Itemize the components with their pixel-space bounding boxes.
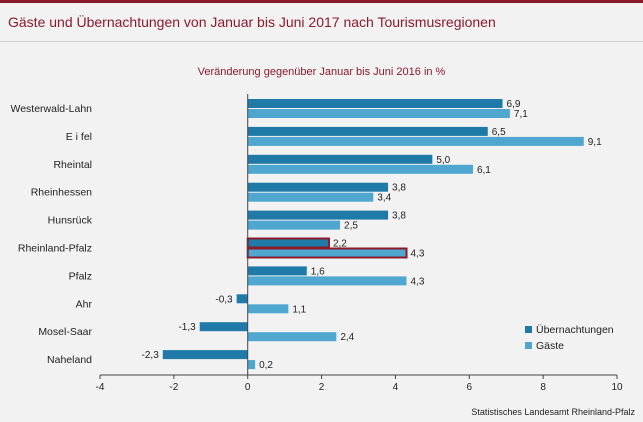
- x-tick-label-neg4: -4: [96, 382, 105, 393]
- category-label-naheland: Naheland: [47, 354, 92, 366]
- bar-mosel-saar-uebernachtungen: [199, 322, 248, 332]
- bar-ahr-uebernachtungen: [236, 294, 248, 304]
- category-label-rheinland-pfalz: Rheinland-Pfalz: [18, 242, 92, 254]
- chart-title: Gäste und Übernachtungen von Januar bis …: [8, 14, 496, 30]
- data-label-pfalz-gaeste: 4,3: [411, 276, 425, 287]
- x-tick-label-10: 10: [611, 382, 623, 393]
- bar-eifel-uebernachtungen: [247, 126, 488, 136]
- source-note: Statistisches Landesamt Rheinland-Pfalz: [471, 407, 635, 417]
- data-label-naheland-gaeste: 0,2: [259, 360, 273, 371]
- legend-label-gaeste: Gäste: [536, 340, 564, 352]
- legend-swatch-gaeste: [525, 342, 532, 349]
- data-label-naheland-uebernachtungen: -2,3: [142, 350, 160, 361]
- data-label-rheinhessen-gaeste: 3,4: [377, 193, 391, 204]
- bar-eifel-gaeste: [247, 136, 584, 146]
- x-tick-label-0: 0: [245, 382, 251, 393]
- bar-pfalz-gaeste: [247, 276, 407, 286]
- data-label-westerwald-lahn-gaeste: 7,1: [514, 109, 528, 120]
- legend-label-uebernachtungen: Übernachtungen: [536, 324, 614, 336]
- category-label-ahr: Ahr: [76, 298, 93, 310]
- bar-rheintal-uebernachtungen: [247, 154, 433, 164]
- bar-westerwald-lahn-uebernachtungen: [247, 99, 503, 108]
- title-divider: [0, 41, 643, 42]
- x-tick-label-4: 4: [393, 382, 399, 393]
- category-label-eifel: E i fel: [66, 131, 92, 143]
- data-label-rheinland-pfalz-uebernachtungen: 2,2: [333, 239, 347, 250]
- bar-rheinland-pfalz-gaeste: [247, 248, 407, 258]
- bar-rheintal-gaeste: [247, 164, 473, 174]
- legend-swatch-uebernachtungen: [525, 326, 532, 333]
- data-label-hunsrück-uebernachtungen: 3,8: [392, 211, 406, 222]
- bar-rheinland-pfalz-uebernachtungen: [247, 238, 329, 248]
- data-label-eifel-gaeste: 9,1: [588, 137, 602, 148]
- bar-mosel-saar-gaeste: [247, 332, 337, 342]
- data-label-rheinland-pfalz-gaeste: 4,3: [411, 249, 425, 260]
- data-label-ahr-uebernachtungen: -0,3: [215, 294, 233, 305]
- bar-westerwald-lahn-gaeste: [247, 109, 510, 118]
- data-label-hunsrück-gaeste: 2,5: [344, 221, 358, 232]
- category-label-rheintal: Rheintal: [53, 159, 92, 171]
- x-tick-label-2: 2: [319, 382, 325, 393]
- data-label-eifel-uebernachtungen: 6,5: [492, 127, 506, 138]
- bar-naheland-gaeste: [247, 360, 256, 370]
- chart-subtitle: Veränderung gegenüber Januar bis Juni 20…: [197, 66, 446, 78]
- data-label-rheintal-gaeste: 6,1: [477, 165, 491, 176]
- bar-pfalz-uebernachtungen: [247, 266, 307, 276]
- x-tick-label-6: 6: [467, 382, 473, 393]
- data-label-mosel-saar-uebernachtungen: -1,3: [178, 322, 196, 333]
- bar-hunsrück-uebernachtungen: [247, 210, 389, 220]
- bar-rheinhessen-gaeste: [247, 192, 374, 202]
- category-label-mosel-saar: Mosel-Saar: [38, 326, 92, 338]
- category-label-pfalz: Pfalz: [69, 270, 92, 282]
- data-label-rheintal-uebernachtungen: 5,0: [436, 155, 450, 166]
- bar-hunsrück-gaeste: [247, 220, 341, 230]
- data-label-westerwald-lahn-uebernachtungen: 6,9: [507, 99, 521, 110]
- brand-top-bar: [0, 0, 643, 3]
- x-tick-label-8: 8: [540, 382, 546, 393]
- bar-naheland-uebernachtungen: [162, 350, 248, 360]
- category-label-hunsrück: Hunsrück: [48, 215, 93, 227]
- x-tick-label-neg2: -2: [169, 382, 178, 393]
- data-label-mosel-saar-gaeste: 2,4: [340, 332, 354, 343]
- data-label-ahr-gaeste: 1,1: [292, 304, 306, 315]
- category-label-rheinhessen: Rheinhessen: [31, 187, 92, 199]
- data-label-rheinhessen-uebernachtungen: 3,8: [392, 183, 406, 194]
- data-label-pfalz-uebernachtungen: 1,6: [311, 266, 325, 277]
- bar-ahr-gaeste: [247, 304, 289, 314]
- category-label-westerwald-lahn: Westerwald-Lahn: [10, 103, 92, 115]
- bar-rheinhessen-uebernachtungen: [247, 182, 389, 192]
